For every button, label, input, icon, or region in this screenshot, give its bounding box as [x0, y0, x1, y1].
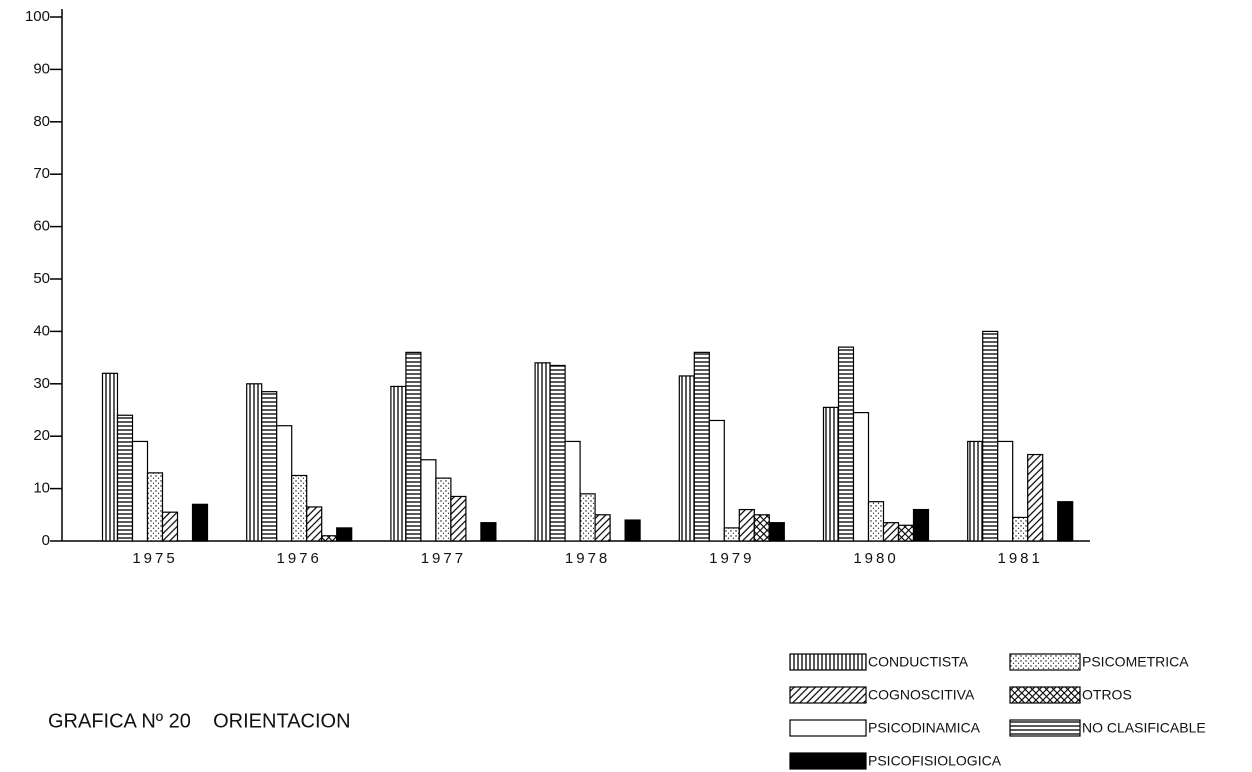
legend-label: OTROS: [1082, 687, 1132, 703]
legend-swatch: [789, 752, 867, 770]
x-tick-label: 1975: [132, 550, 177, 567]
legend-label: PSICODINAMICA: [868, 720, 981, 736]
bar: [534, 362, 551, 542]
legend-swatch: [1009, 686, 1081, 704]
bar: [837, 346, 855, 542]
bar: [321, 535, 338, 542]
y-tick-label: 50: [33, 270, 50, 287]
x-tick-label: 1976: [277, 550, 322, 567]
bar: [420, 459, 437, 542]
bar: [723, 527, 740, 542]
bar: [897, 524, 915, 542]
bar: [261, 391, 278, 542]
y-tick-label: 10: [33, 480, 50, 497]
bar: [678, 375, 695, 542]
bar: [131, 440, 149, 542]
bar: [405, 351, 422, 542]
legend-label: NO CLASIFICABLE: [1082, 720, 1206, 736]
bar: [967, 440, 984, 542]
bar: [708, 419, 725, 542]
legend-label: PSICOMETRICA: [1082, 654, 1189, 670]
bar: [306, 506, 323, 542]
y-tick-label: 40: [33, 322, 50, 339]
legend-swatch: [1009, 719, 1081, 737]
bar: [997, 440, 1014, 542]
bar: [276, 425, 293, 542]
bar: [594, 514, 611, 542]
x-tick-label: 1981: [998, 550, 1043, 567]
bar: [116, 414, 134, 542]
y-tick-label: 60: [33, 218, 50, 235]
bar: [246, 383, 263, 542]
bar: [191, 503, 209, 542]
y-tick-label: 20: [33, 427, 50, 444]
x-tick-label: 1977: [421, 550, 466, 567]
legend-swatch: [1009, 653, 1081, 671]
bar: [480, 522, 497, 542]
bar: [390, 385, 407, 542]
y-tick-label: 70: [33, 165, 50, 182]
bar: [822, 406, 840, 542]
bar: [579, 493, 596, 542]
bar: [624, 519, 641, 542]
bar: [435, 477, 452, 542]
bar: [982, 330, 999, 542]
y-tick-label: 0: [42, 532, 50, 549]
bar: [1057, 501, 1074, 542]
legend-swatch: [789, 719, 867, 737]
bar: [768, 522, 785, 542]
legend-label: CONDUCTISTA: [868, 654, 969, 670]
x-tick-label: 1979: [709, 550, 754, 567]
chart-title: GRAFICA Nº 20 ORIENTACION: [48, 710, 351, 732]
bar: [146, 472, 164, 542]
legend-label: COGNOSCITIVA: [868, 687, 975, 703]
bar: [882, 522, 900, 542]
bar: [1012, 516, 1029, 542]
bar: [336, 527, 353, 542]
bar: [753, 514, 770, 542]
bar: [291, 474, 308, 542]
legend-swatch: [789, 653, 867, 671]
bar: [1027, 453, 1044, 542]
x-tick-label: 1978: [565, 550, 610, 567]
legend-label: PSICOFISIOLOGICA: [868, 753, 1002, 769]
bar: [912, 508, 930, 542]
bar: [693, 351, 710, 542]
bar: [738, 508, 755, 542]
y-tick-label: 100: [25, 8, 50, 25]
bar: [161, 511, 179, 542]
y-tick-label: 80: [33, 113, 50, 130]
bar: [450, 495, 467, 542]
bar: [852, 412, 870, 542]
x-tick-label: 1980: [853, 550, 898, 567]
y-tick-label: 90: [33, 60, 50, 77]
bar: [549, 364, 566, 542]
bar: [867, 501, 885, 542]
y-tick-label: 30: [33, 375, 50, 392]
legend-swatch: [789, 686, 867, 704]
bar: [564, 440, 581, 542]
bar: [101, 372, 119, 542]
